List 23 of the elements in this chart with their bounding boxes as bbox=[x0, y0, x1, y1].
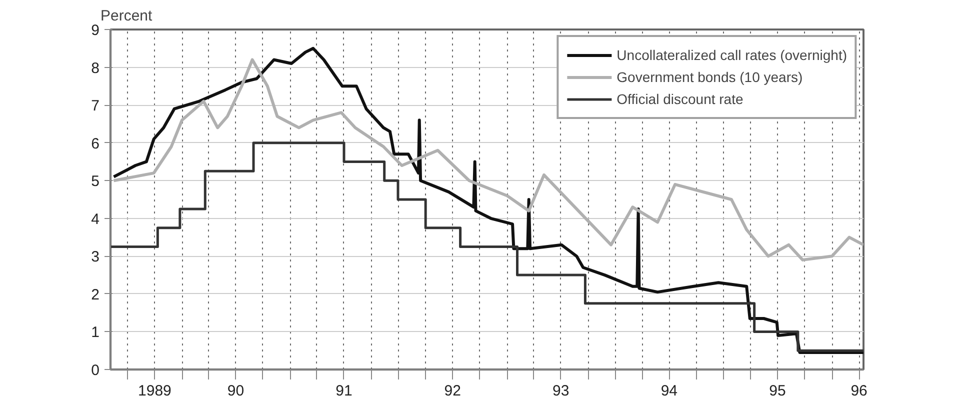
x-tick-label: 1989 bbox=[138, 382, 172, 400]
legend-label: Uncollateralized call rates (overnight) bbox=[616, 47, 847, 63]
x-tick-label: 90 bbox=[227, 382, 244, 400]
x-tick-label: 95 bbox=[769, 382, 786, 400]
y-tick-label: 5 bbox=[91, 173, 100, 190]
y-tick-label: 9 bbox=[91, 22, 100, 39]
x-tick-label: 94 bbox=[660, 382, 678, 400]
legend-label: Government bonds (10 years) bbox=[616, 69, 803, 85]
x-tick-label: 93 bbox=[552, 382, 570, 400]
x-tick-label: 91 bbox=[336, 382, 352, 400]
y-axis-title: Percent bbox=[100, 8, 154, 24]
y-tick-label: 2 bbox=[91, 286, 100, 304]
line-series bbox=[112, 46, 864, 354]
x-tick-label: 96 bbox=[850, 382, 868, 400]
legend-label: Official discount rate bbox=[616, 91, 744, 107]
y-tick-label: 4 bbox=[91, 210, 100, 228]
x-tick-label: 92 bbox=[444, 382, 461, 400]
y-tick-label: 0 bbox=[91, 362, 100, 379]
y-tick-label: 8 bbox=[91, 60, 100, 77]
y-tick-label: 1 bbox=[91, 324, 100, 342]
y-tick-label: 7 bbox=[91, 98, 100, 115]
y-tick-label: 6 bbox=[91, 135, 100, 152]
y-tick-label: 3 bbox=[91, 248, 100, 266]
